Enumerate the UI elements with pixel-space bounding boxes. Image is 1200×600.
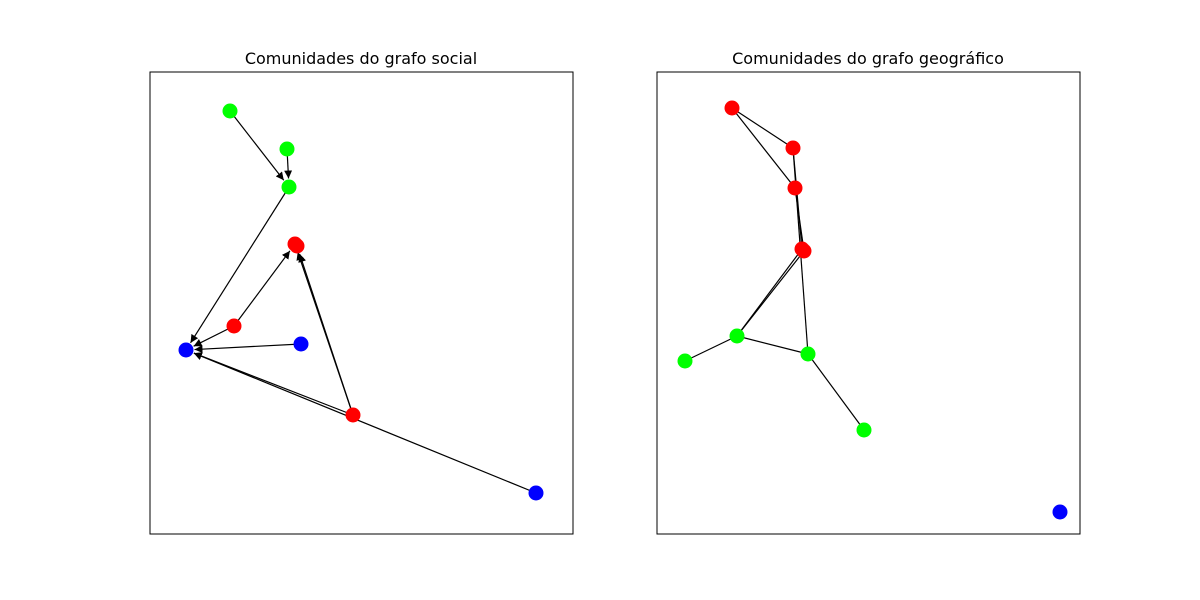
node xyxy=(289,238,305,254)
edge xyxy=(194,343,302,354)
node xyxy=(528,485,544,501)
node xyxy=(1052,504,1068,520)
node xyxy=(222,103,238,119)
edge xyxy=(193,325,235,347)
panel-title: Comunidades do grafo social xyxy=(245,49,477,68)
edge xyxy=(233,250,291,327)
edge xyxy=(731,107,794,149)
edge xyxy=(731,107,796,189)
edge xyxy=(807,353,865,431)
node xyxy=(800,346,816,362)
node xyxy=(178,342,194,358)
node xyxy=(729,328,745,344)
edge xyxy=(736,335,809,355)
node xyxy=(345,407,361,423)
node xyxy=(279,141,295,157)
social-panel: Comunidades do grafo social xyxy=(149,49,574,535)
node xyxy=(281,179,297,195)
edge xyxy=(298,253,354,416)
node xyxy=(677,353,693,369)
edge xyxy=(193,352,354,416)
edge xyxy=(229,110,285,181)
node xyxy=(796,243,812,259)
node xyxy=(226,318,242,334)
edge xyxy=(193,352,537,494)
edge xyxy=(736,250,805,337)
node xyxy=(856,422,872,438)
edge xyxy=(684,335,738,362)
panel-frame xyxy=(149,71,574,535)
panel-title: Comunidades do grafo geográfico xyxy=(732,49,1004,68)
node xyxy=(787,180,803,196)
node xyxy=(785,140,801,156)
edge xyxy=(190,186,290,344)
geographic-panel: Comunidades do grafo geográfico xyxy=(656,49,1081,535)
node xyxy=(724,100,740,116)
panel-frame xyxy=(656,71,1081,535)
node xyxy=(293,336,309,352)
